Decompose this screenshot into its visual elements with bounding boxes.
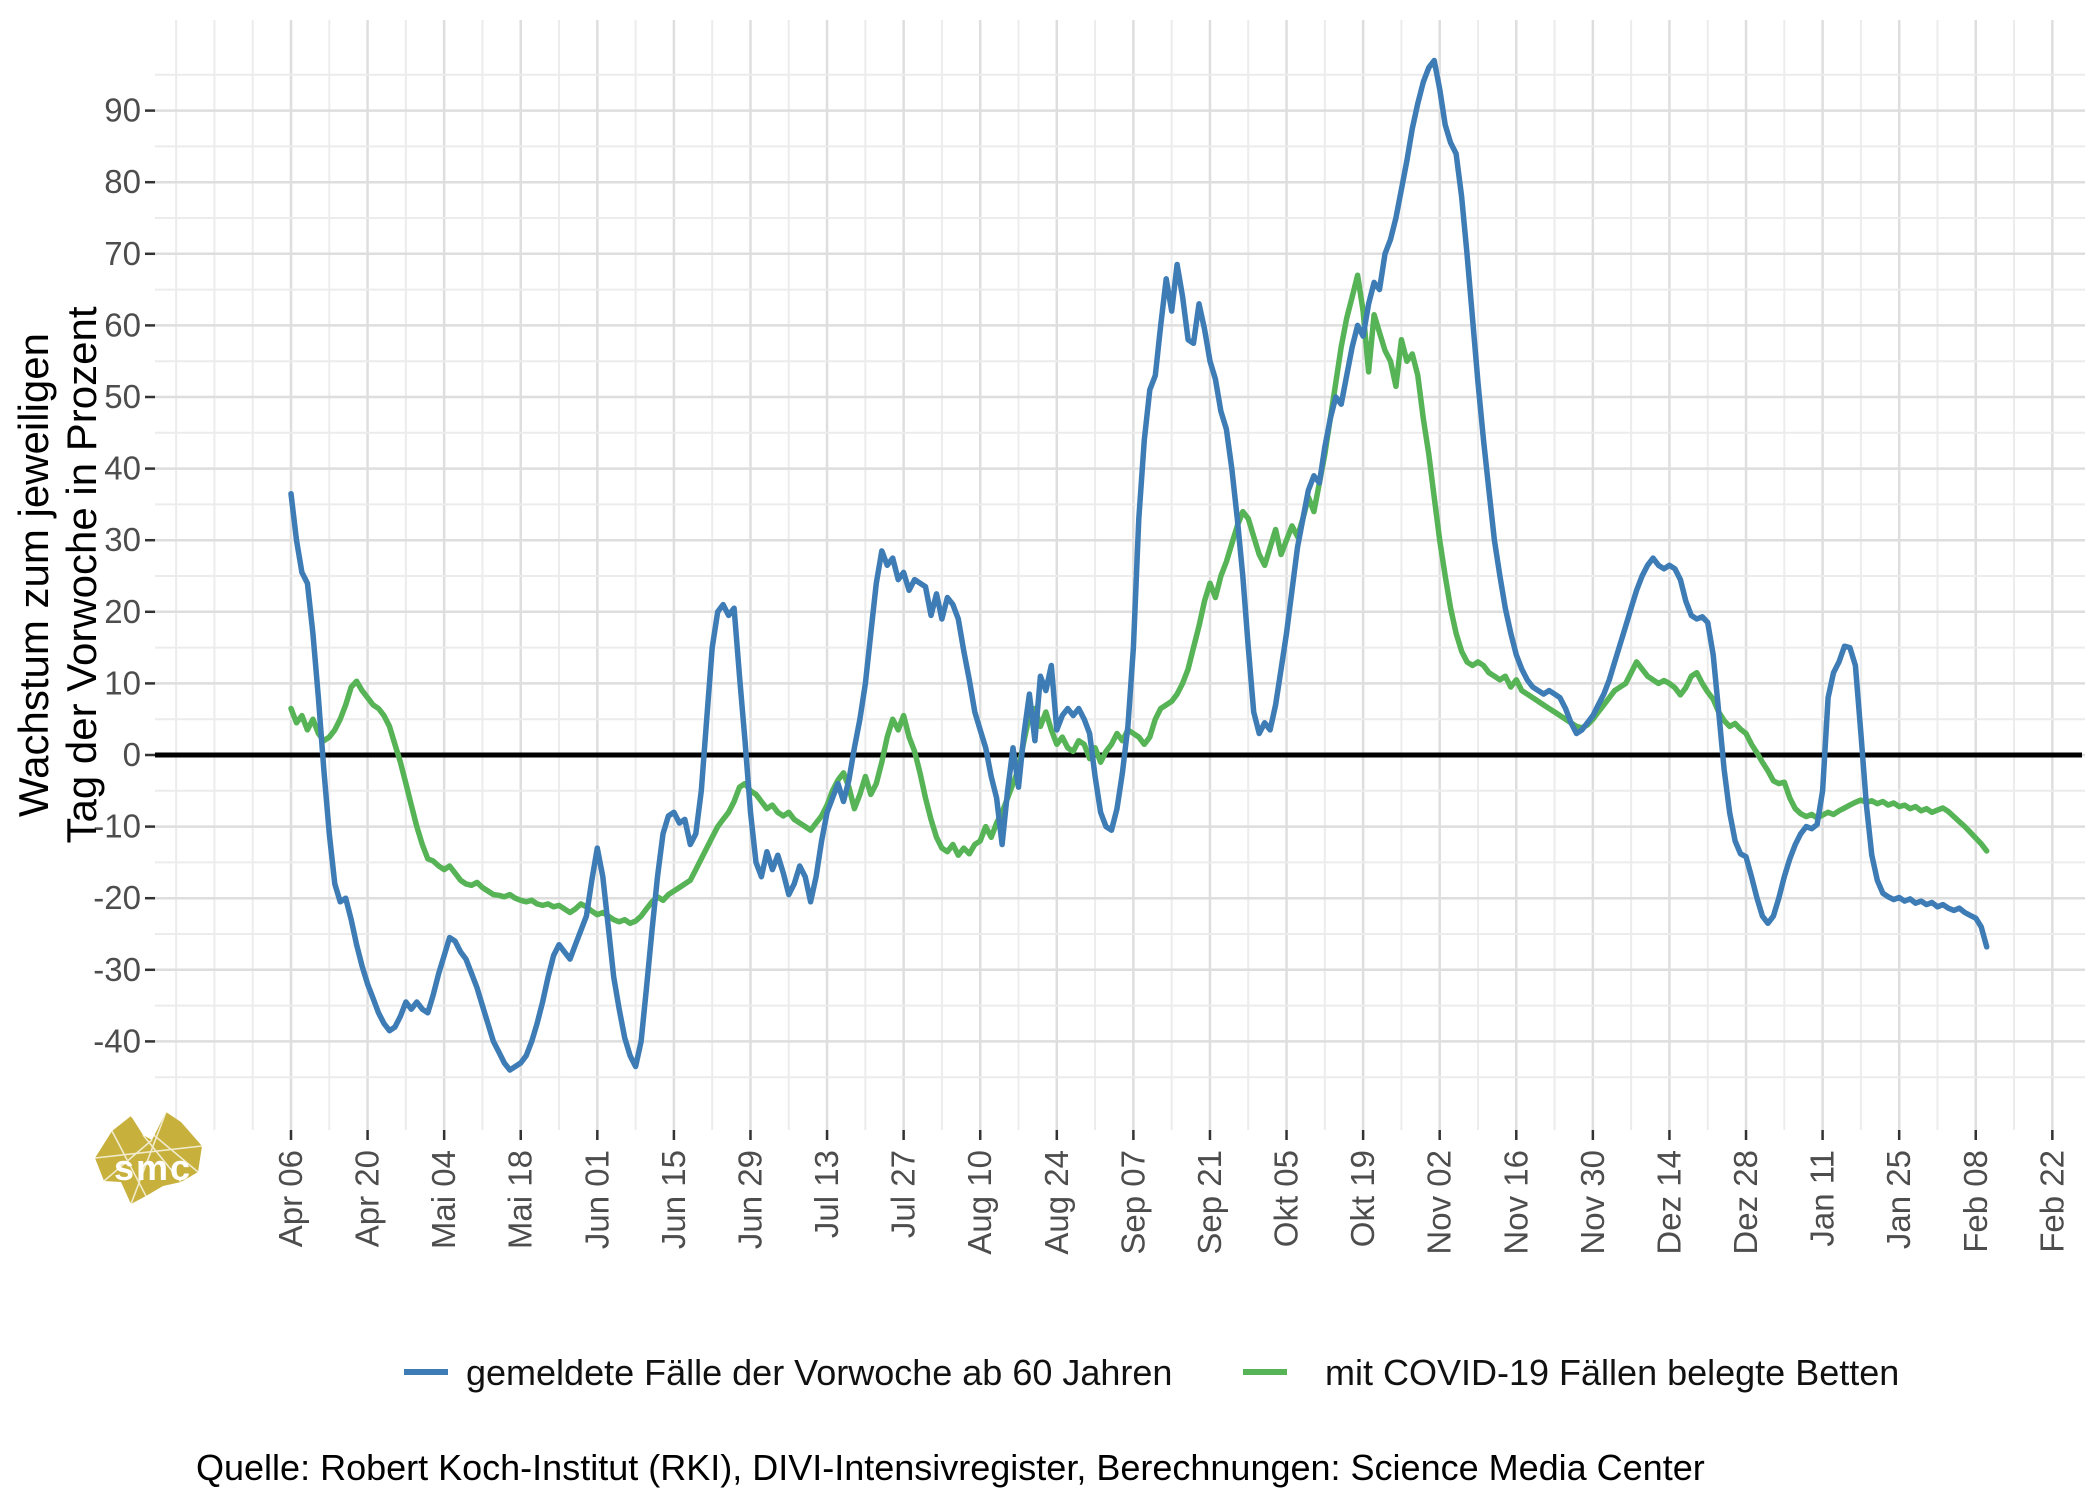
y-tick-label: 30 <box>104 521 141 558</box>
y-tick-label: 60 <box>104 306 141 343</box>
legend-item-beds: mit COVID-19 Fällen belegte Betten <box>1243 1352 1899 1393</box>
x-tick-label: Okt 05 <box>1268 1150 1305 1247</box>
x-tick-label: Jul 27 <box>885 1150 922 1238</box>
x-tick-label: Jun 29 <box>732 1150 769 1249</box>
x-tick-label: Sep 21 <box>1191 1150 1228 1255</box>
x-tick-label: Mai 04 <box>425 1150 462 1249</box>
series-line-cases <box>288 57 1990 1073</box>
x-tick-label: Feb 08 <box>1957 1150 1994 1253</box>
y-tick-label: 0 <box>123 736 141 773</box>
y-tick-label: -30 <box>93 951 141 988</box>
x-tick-label: Sep 07 <box>1114 1150 1151 1255</box>
x-tick-label: Jan 11 <box>1804 1150 1841 1247</box>
x-tick-label: Jan 25 <box>1880 1150 1917 1249</box>
x-tick-label: Nov 16 <box>1497 1150 1534 1255</box>
x-tick-label: Jul 13 <box>808 1150 845 1238</box>
y-tick-label: -10 <box>93 808 141 845</box>
x-tick-label: Aug 24 <box>1038 1150 1075 1255</box>
x-tick-label: Nov 02 <box>1421 1150 1458 1255</box>
x-tick-label: Aug 10 <box>961 1150 998 1255</box>
y-tick-label: 80 <box>104 163 141 200</box>
x-tick-label: Mai 18 <box>502 1150 539 1249</box>
x-tick-label: Jun 15 <box>655 1150 692 1249</box>
y-tick-label: -20 <box>93 879 141 916</box>
x-tick-label: Dez 28 <box>1727 1150 1764 1255</box>
y-tick-label: 50 <box>104 378 141 415</box>
smc-logo: smc <box>94 1111 203 1205</box>
smc-logo-text: smc <box>114 1147 192 1188</box>
y-tick-label: -40 <box>93 1022 141 1059</box>
x-tick-label: Nov 30 <box>1574 1150 1611 1255</box>
x-tick-label: Apr 20 <box>349 1150 386 1247</box>
x-tick-label: Dez 14 <box>1650 1150 1687 1255</box>
x-tick-label: Feb 22 <box>2033 1150 2070 1253</box>
legend-label-beds: mit COVID-19 Fällen belegte Betten <box>1325 1352 1899 1393</box>
legend: gemeldete Fälle der Vorwoche ab 60 Jahre… <box>404 1352 1899 1393</box>
series-line-beds <box>288 272 1990 927</box>
source-text: Quelle: Robert Koch-Institut (RKI), DIVI… <box>196 1447 1705 1488</box>
y-tick-label: 70 <box>104 235 141 272</box>
smc-logo-facets-icon <box>94 1111 203 1205</box>
y-axis-title: Wachstum zum jeweiligen Tag der Vorwoche… <box>10 306 105 843</box>
y-tick-label: 10 <box>104 664 141 701</box>
x-tick-label: Apr 06 <box>272 1150 309 1247</box>
y-axis-title-line1: Wachstum zum jeweiligen <box>10 333 57 817</box>
legend-label-cases: gemeldete Fälle der Vorwoche ab 60 Jahre… <box>466 1352 1172 1393</box>
y-tick-label: 20 <box>104 593 141 630</box>
x-tick-label: Jun 01 <box>578 1150 615 1249</box>
y-tick-label: 40 <box>104 450 141 487</box>
y-axis-title-line2: Tag der Vorwoche in Prozent <box>58 306 105 843</box>
x-tick-label: Okt 19 <box>1344 1150 1381 1247</box>
plot-area: Apr 06 Apr 20 Mai 04 Mai 18 Jun 01 Jun 15 Jun … <box>93 20 2085 1255</box>
legend-item-cases: gemeldete Fälle der Vorwoche ab 60 Jahre… <box>404 1352 1172 1393</box>
y-tick-label: 90 <box>104 92 141 129</box>
